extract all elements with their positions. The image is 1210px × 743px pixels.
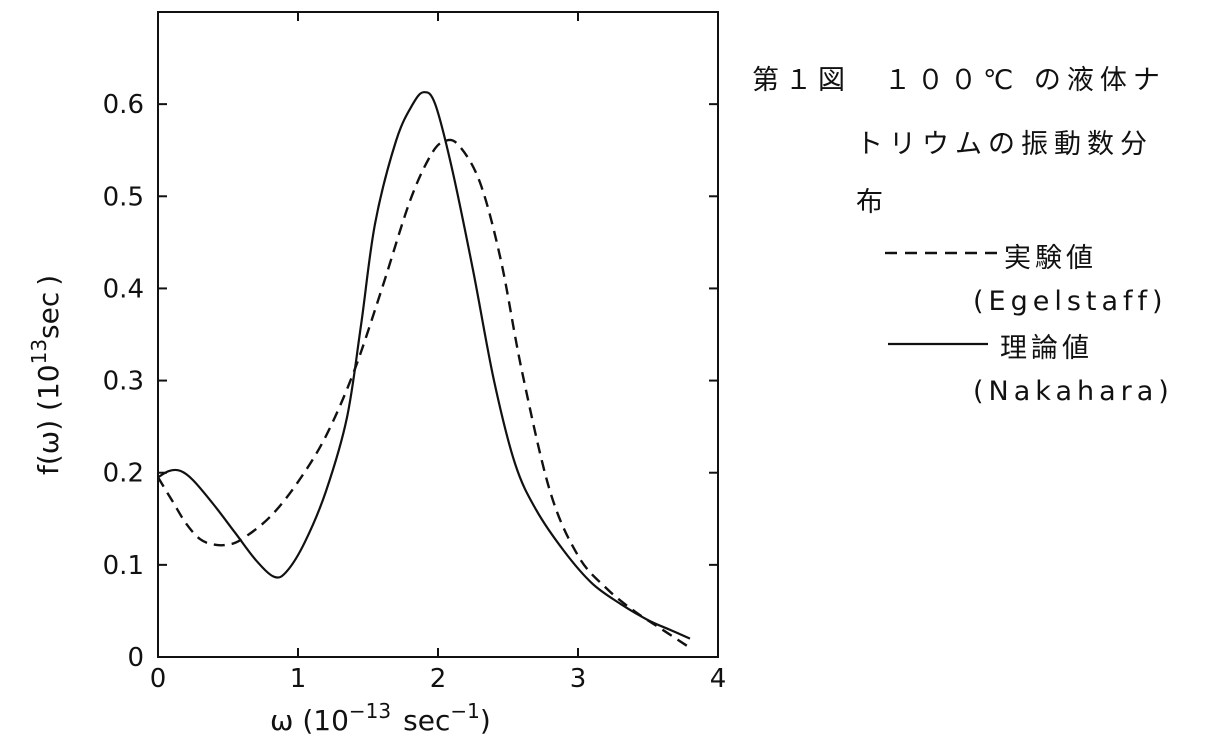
caption-line-1: 第１図 １００℃ の液体ナ bbox=[752, 65, 1166, 96]
y-axis-label-main: f(ω) (10 bbox=[32, 364, 65, 475]
x-axis-label-main: ω (10 bbox=[270, 704, 349, 737]
y-axis-label-close: ) bbox=[32, 275, 65, 286]
x-axis-label-close: ) bbox=[480, 704, 491, 737]
y-axis-label-exp: 13 bbox=[27, 339, 51, 364]
y-axis-label: f(ω) (1013sec) bbox=[27, 275, 65, 475]
legend-source-experimental: (Egelstaff) bbox=[973, 286, 1168, 317]
plot-frame bbox=[157, 11, 719, 658]
axis-ticks: 0 1 2 3 4 0 0.1 0.2 0.3 0.4 0.5 0.6 bbox=[103, 12, 727, 694]
series-line-experimental bbox=[156, 138, 691, 649]
x-tick-label-3: 3 bbox=[570, 664, 587, 694]
series-line-theoretical bbox=[157, 91, 691, 640]
plot-series bbox=[156, 91, 691, 649]
y-tick-label-6: 0.6 bbox=[103, 90, 144, 120]
x-tick-label-2: 2 bbox=[430, 664, 447, 694]
legend-source-theoretical: (Nakahara) bbox=[973, 376, 1174, 407]
x-axis-label: ω (10−13 sec−1) bbox=[270, 699, 491, 737]
x-tick-label-4: 4 bbox=[710, 664, 727, 694]
legend-label-theoretical: 理論値 bbox=[1000, 333, 1093, 364]
x-axis-label-exp: −13 bbox=[349, 699, 391, 723]
legend bbox=[885, 251, 998, 346]
y-tick-label-3: 0.3 bbox=[103, 367, 144, 397]
caption-line-3: 布 bbox=[856, 187, 889, 218]
y-tick-label-5: 0.5 bbox=[103, 182, 144, 212]
x-axis-label-unit-exp: −1 bbox=[450, 699, 479, 723]
x-tick-label-1: 1 bbox=[290, 664, 307, 694]
caption-line-2: トリウムの振動数分 bbox=[856, 129, 1153, 160]
legend-label-experimental: 実験値 bbox=[1004, 243, 1097, 274]
x-axis-label-unit: sec bbox=[403, 704, 450, 737]
y-tick-label-1: 0.1 bbox=[103, 551, 144, 581]
y-tick-label-2: 0.2 bbox=[103, 459, 144, 489]
y-tick-label-0: 0 bbox=[127, 643, 144, 673]
y-tick-label-4: 0.4 bbox=[103, 274, 144, 304]
y-axis-label-unit: sec bbox=[32, 292, 65, 339]
x-tick-label-0: 0 bbox=[150, 664, 167, 694]
